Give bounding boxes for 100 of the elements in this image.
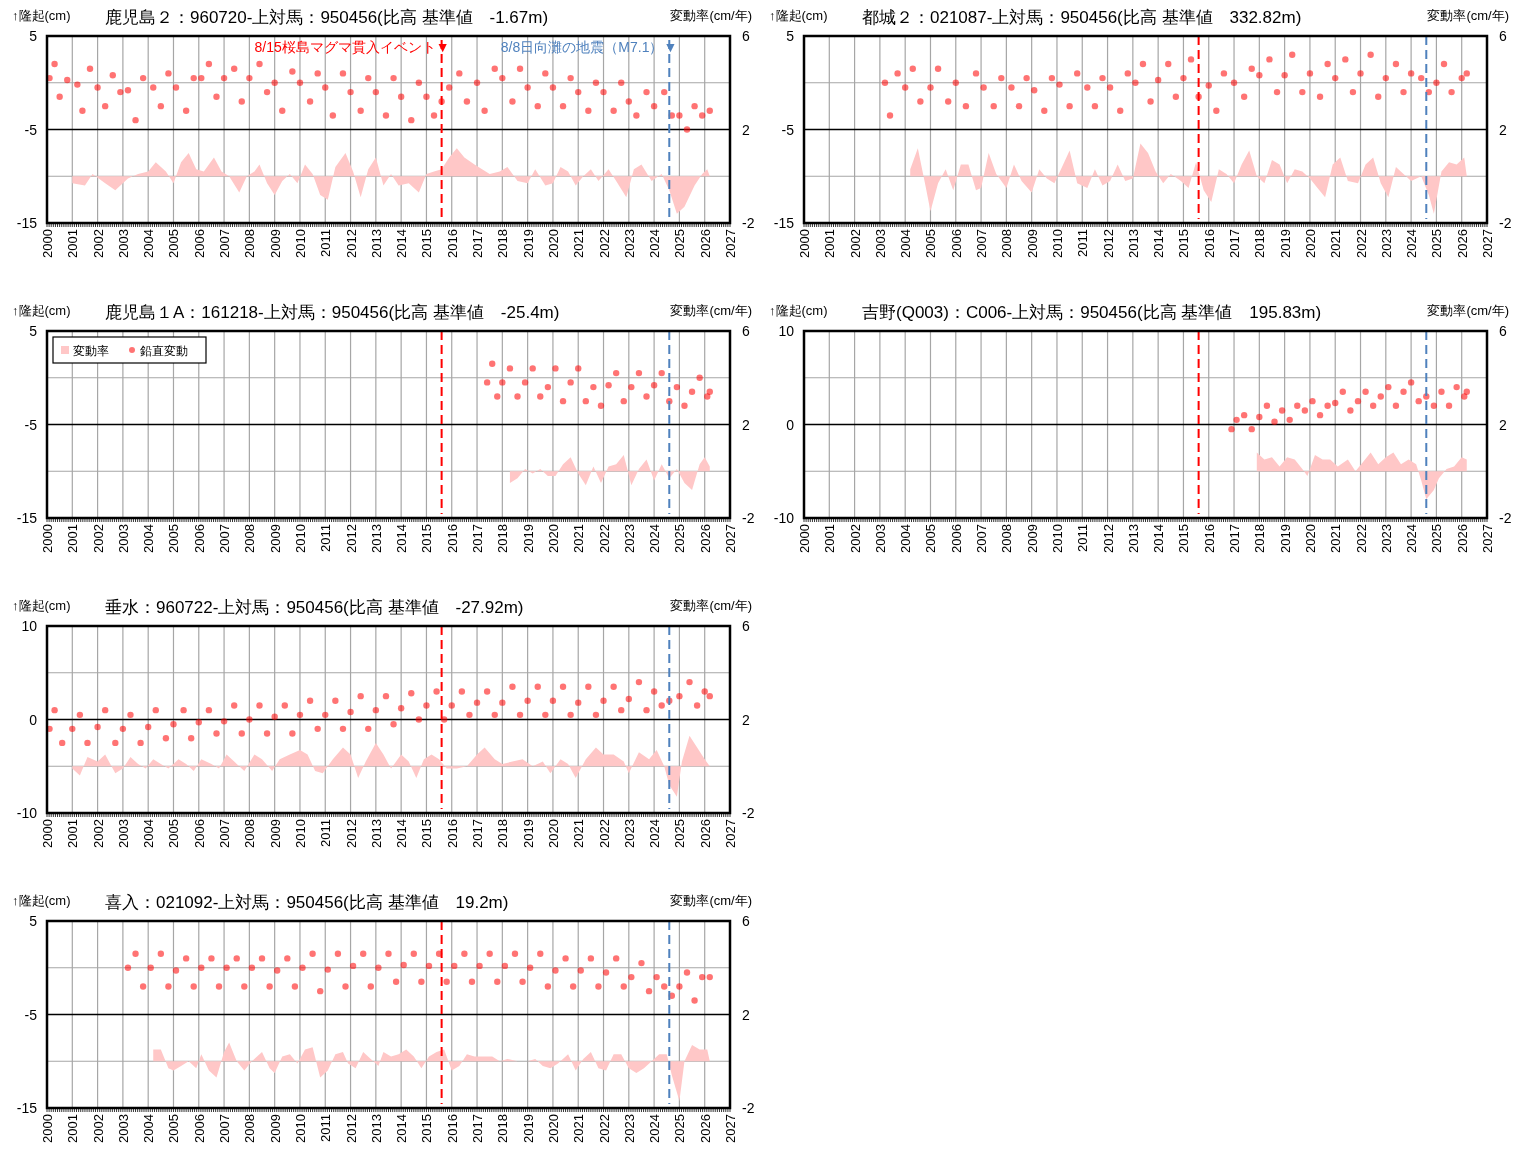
point [1316,411,1324,419]
x-tick-label: 2000 [40,229,55,258]
y-axis-title: ↑隆起(cm) [12,598,71,613]
x-tick-label: 2011 [318,819,334,847]
point [1362,388,1369,395]
x-tick-label: 2000 [797,229,812,258]
point [696,374,703,381]
point [1445,402,1453,409]
y-tick-label: -15 [16,1100,38,1116]
x-tick-label: 2002 [90,1114,106,1143]
point [514,393,521,400]
y2-axis-title: 変動率(cm/年) [670,8,752,23]
y2-tick-label: 2 [742,711,750,728]
y-axis-title: ↑隆起(cm) [12,8,71,23]
x-tick-label: 2017 [1227,524,1243,553]
y-axis-title: ↑隆起(cm) [12,893,71,908]
x-tick-label: 2024 [647,1114,663,1143]
x-tick-label: 2012 [343,229,359,258]
x-tick-label: 2017 [470,524,486,553]
point [681,402,688,409]
x-tick-label: 2023 [1378,524,1394,553]
x-tick-label: 2021 [571,819,587,848]
point [1309,397,1316,405]
point [1369,402,1377,409]
point [582,397,590,405]
x-tick-label: 2025 [672,1114,688,1143]
x-tick-label: 2002 [847,524,863,553]
point [1263,402,1271,409]
x-tick-label: 2026 [697,819,713,848]
x-tick-label: 2026 [697,1114,713,1143]
x-tick-label: 2018 [495,1114,511,1143]
point [650,382,658,389]
x-tick-label: 2022 [1353,229,1369,258]
x-tick-label: 2005 [166,229,182,258]
x-tick-label: 2000 [797,524,812,553]
x-tick-label: 2009 [267,1114,283,1143]
point [673,383,681,391]
point [1400,388,1407,395]
point [1240,411,1248,419]
x-tick-label: 2015 [1176,229,1192,258]
y-tick-label: -5 [24,416,38,433]
y2-tick-label: 6 [742,913,750,929]
x-tick-label: 2017 [470,1114,486,1143]
x-tick-label: 2005 [166,524,182,553]
point [1407,379,1415,386]
point [575,365,582,372]
x-tick-label: 2006 [191,229,207,258]
x-tick-label: 2014 [1151,229,1167,258]
x-tick-label: 2027 [1480,524,1495,553]
y-tick-label: -5 [24,1006,38,1023]
point [544,383,552,391]
x-tick-label: 2027 [723,524,738,553]
point [643,393,650,400]
legend-label: 鉛直変動 [140,344,188,358]
x-tick-label: 2008 [242,524,258,553]
x-tick-label: 2024 [647,524,663,553]
y-axis-title: ↑隆起(cm) [769,303,828,318]
y-tick-label: -5 [781,121,795,138]
point [1248,425,1255,433]
y-tick-label: -10 [773,510,795,526]
y2-tick-label: 2 [1499,416,1507,433]
y2-tick-label: 6 [1499,323,1507,339]
x-tick-label: 2022 [596,819,612,848]
x-tick-label: 2011 [318,524,334,552]
legend-label: 変動率 [73,344,109,358]
x-tick-label: 2003 [115,1114,131,1143]
x-tick-label: 2027 [723,819,738,848]
y2-tick-label: -2 [742,215,755,231]
point [1339,388,1347,395]
point [1256,413,1263,421]
x-tick-label: 2015 [1176,524,1192,553]
x-tick-label: 2001 [65,819,81,848]
y2-tick-label: 2 [742,416,750,433]
point [1377,393,1384,400]
y2-axis-title: 変動率(cm/年) [670,303,752,318]
x-tick-label: 2021 [1328,229,1344,258]
x-tick-label: 2003 [115,524,131,553]
point [521,379,529,386]
point [1301,407,1309,414]
point [1430,402,1438,409]
x-tick-label: 2010 [1049,229,1065,258]
x-tick-label: 2012 [1100,524,1116,553]
y-tick-label: 0 [786,416,795,433]
x-tick-label: 2013 [1125,229,1141,258]
y-tick-label: 5 [29,323,38,339]
x-tick-label: 2020 [545,1114,561,1143]
x-tick-label: 2008 [242,1114,258,1143]
y2-tick-label: 6 [742,618,750,634]
x-tick-label: 2025 [672,524,688,553]
point [1453,383,1460,391]
point [567,379,574,386]
x-tick-label: 2018 [1252,524,1268,553]
x-tick-label: 2027 [723,229,738,258]
x-tick-label: 2025 [1429,524,1445,553]
point [706,388,713,395]
point [635,369,643,377]
x-tick-label: 2009 [1024,524,1040,553]
y-tick-label: -15 [16,510,38,526]
x-tick-label: 2007 [217,1114,233,1143]
y2-axis-title: 変動率(cm/年) [1427,303,1509,318]
